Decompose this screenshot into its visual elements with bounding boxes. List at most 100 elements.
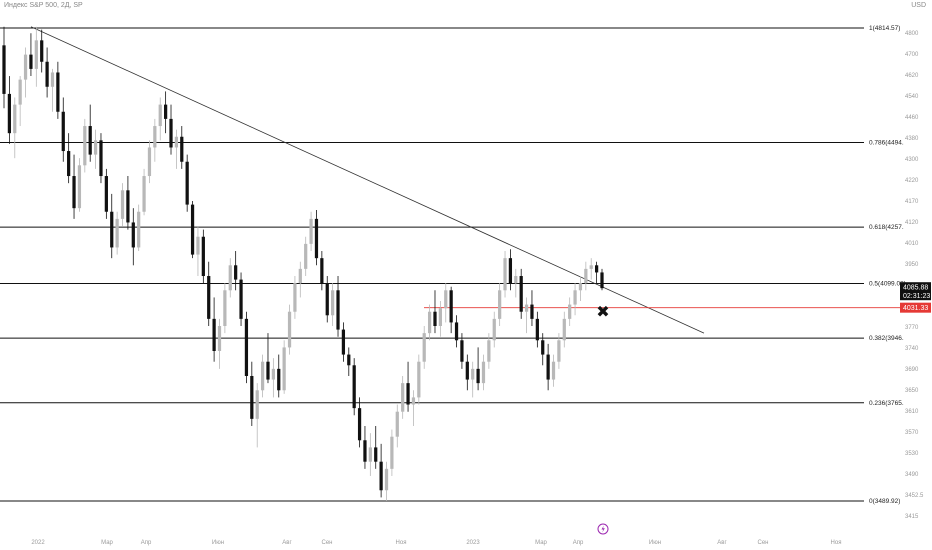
x-tick-4: Авг bbox=[282, 540, 292, 546]
candle-102 bbox=[551, 354, 556, 387]
candle-17 bbox=[93, 129, 98, 169]
y-tick-4: 4460 bbox=[905, 115, 919, 121]
candle-52 bbox=[282, 340, 286, 394]
candle-61 bbox=[331, 283, 335, 327]
candle-74 bbox=[401, 375, 405, 419]
y-tick-3: 4540 bbox=[905, 94, 919, 100]
lightning-icon[interactable] bbox=[597, 523, 609, 535]
lightning-glyph bbox=[601, 525, 605, 533]
candle-37 bbox=[201, 229, 205, 284]
candle-20 bbox=[110, 193, 114, 259]
candle-60 bbox=[325, 276, 329, 323]
y-tick-5: 4380 bbox=[905, 136, 919, 142]
candle-3 bbox=[18, 76, 22, 127]
candle-25 bbox=[137, 204, 141, 252]
last-price-value: 4085.88 bbox=[903, 285, 928, 292]
candle-21 bbox=[115, 211, 119, 255]
y-tick-16: 3690 bbox=[905, 367, 919, 373]
candle-109 bbox=[589, 258, 593, 280]
candle-28 bbox=[153, 118, 157, 162]
cross-marker: ✖ bbox=[596, 302, 609, 321]
candle-36 bbox=[196, 226, 200, 277]
x-tick-9: Апр bbox=[573, 540, 584, 546]
candle-66 bbox=[357, 397, 362, 448]
candle-110 bbox=[594, 261, 599, 284]
candle-72 bbox=[390, 429, 394, 476]
candle-93 bbox=[503, 251, 507, 298]
candle-13 bbox=[72, 154, 76, 219]
candle-73 bbox=[395, 404, 399, 448]
candle-54 bbox=[293, 276, 297, 319]
candle-79 bbox=[427, 304, 432, 341]
candle-108 bbox=[584, 261, 588, 291]
x-tick-5: Сен bbox=[322, 540, 333, 546]
candle-94 bbox=[508, 249, 513, 291]
candle-43 bbox=[234, 251, 238, 291]
candle-9 bbox=[50, 68, 55, 112]
x-tick-0: 2022 bbox=[31, 540, 45, 546]
candle-12 bbox=[67, 133, 71, 184]
x-tick-7: 2023 bbox=[466, 540, 480, 546]
candle-77 bbox=[417, 354, 421, 405]
candle-98 bbox=[530, 290, 534, 327]
downtrend-line[interactable] bbox=[30, 26, 705, 334]
time-axis[interactable]: 2022 Мар Апр Июн Авг Сен Ноя 2023 Мар Апр Июн Авг Се… bbox=[31, 540, 841, 546]
alert-price-tag bbox=[900, 302, 931, 313]
y-tick-20: 3530 bbox=[905, 451, 919, 457]
x-tick-8: Мар bbox=[535, 540, 547, 546]
candle-47 bbox=[255, 383, 259, 448]
candle-7 bbox=[40, 29, 44, 73]
candle-10 bbox=[56, 61, 60, 119]
y-tick-1: 4700 bbox=[905, 52, 919, 58]
candle-39 bbox=[212, 297, 216, 362]
candle-45 bbox=[244, 311, 249, 384]
candle-11 bbox=[61, 97, 65, 162]
currency-label: USD bbox=[911, 2, 926, 9]
candle-78 bbox=[422, 326, 426, 369]
fib-label-5: 0.236(3765. bbox=[869, 400, 904, 407]
candle-38 bbox=[207, 261, 211, 327]
candle-91 bbox=[492, 311, 496, 348]
y-tick-14: 3770 bbox=[905, 325, 919, 331]
y-tick-18: 3610 bbox=[905, 409, 919, 415]
candle-24 bbox=[131, 208, 135, 266]
y-tick-23: 3415 bbox=[905, 514, 919, 520]
candle-82 bbox=[444, 283, 448, 323]
price-axis[interactable]: 4800 4700 4620 4540 4460 4380 4300 4220 4170 4120… bbox=[905, 31, 924, 520]
fib-label-0: 1(4814.57) bbox=[869, 25, 900, 32]
candle-80 bbox=[433, 290, 437, 334]
candle-67 bbox=[363, 425, 367, 469]
candle-70 bbox=[379, 443, 383, 498]
last-price-tag bbox=[900, 282, 931, 301]
candle-33 bbox=[180, 126, 184, 169]
candle-29 bbox=[158, 97, 162, 141]
candle-89 bbox=[481, 354, 486, 391]
candle-0 bbox=[2, 26, 6, 109]
candle-5 bbox=[29, 33, 33, 77]
candle-106 bbox=[573, 283, 577, 316]
candle-41 bbox=[223, 283, 227, 334]
candle-107 bbox=[578, 276, 583, 302]
candle-103 bbox=[557, 333, 561, 369]
candle-50 bbox=[271, 358, 275, 398]
candle-6 bbox=[34, 26, 38, 87]
candle-75 bbox=[406, 361, 410, 412]
candle-16 bbox=[88, 104, 92, 162]
candle-42 bbox=[228, 258, 232, 298]
candle-96 bbox=[519, 268, 523, 319]
x-tick-3: Июн bbox=[212, 540, 224, 546]
y-tick-2: 4620 bbox=[905, 73, 919, 79]
fib-label-3: 0.5(4099.08) bbox=[869, 280, 906, 287]
x-tick-12: Сен bbox=[758, 540, 769, 546]
candle-23 bbox=[126, 176, 130, 230]
candle-48 bbox=[260, 354, 265, 398]
candle-40 bbox=[217, 318, 222, 369]
x-tick-13: Ноя bbox=[831, 540, 842, 546]
candle-69 bbox=[374, 425, 378, 469]
candle-76 bbox=[411, 390, 416, 426]
x-tick-11: Авг bbox=[717, 540, 727, 546]
candle-83 bbox=[449, 286, 453, 334]
y-tick-15: 3740 bbox=[905, 346, 919, 352]
